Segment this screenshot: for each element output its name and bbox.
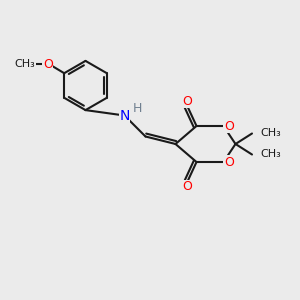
Text: H: H <box>132 102 142 116</box>
Text: O: O <box>183 94 192 108</box>
Text: CH₃: CH₃ <box>14 59 35 69</box>
Text: O: O <box>43 58 52 71</box>
Text: CH₃: CH₃ <box>260 128 281 139</box>
Text: O: O <box>224 119 234 133</box>
Text: O: O <box>224 155 234 169</box>
Text: O: O <box>183 180 192 194</box>
Text: CH₃: CH₃ <box>260 149 281 160</box>
Text: N: N <box>119 109 130 122</box>
